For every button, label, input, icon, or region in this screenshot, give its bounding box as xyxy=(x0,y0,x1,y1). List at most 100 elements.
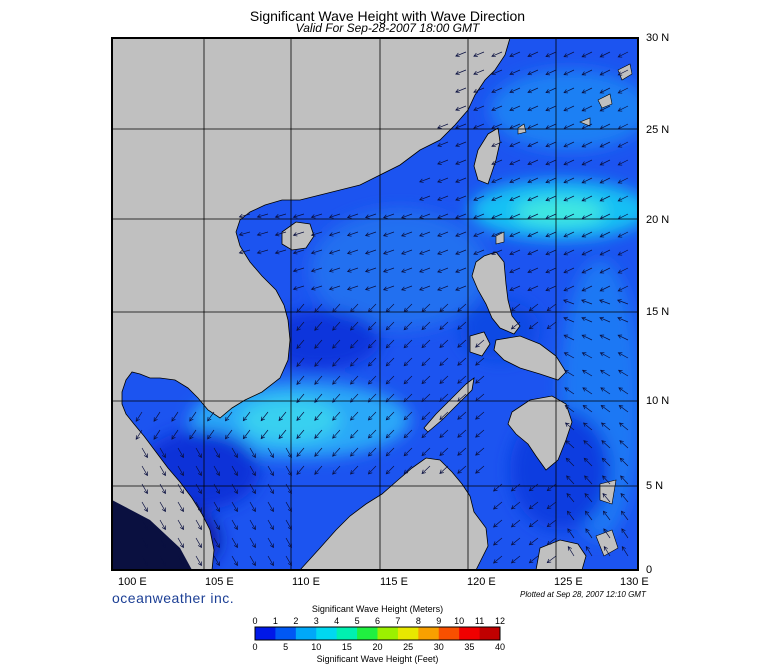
wave-arrow xyxy=(545,231,557,238)
wave-arrow xyxy=(385,303,395,313)
lat-lon-grid xyxy=(112,38,638,570)
colorbar-meter-tick: 5 xyxy=(354,616,360,626)
wave-arrow xyxy=(249,555,256,567)
wave-arrow xyxy=(213,537,220,549)
wave-arrow xyxy=(545,159,557,166)
wave-arrow xyxy=(332,321,341,331)
wave-arrow xyxy=(367,411,377,421)
wave-arrow xyxy=(213,501,220,513)
wave-arrow xyxy=(314,321,323,331)
wave-arrow xyxy=(421,375,431,385)
colorbar-feet-tick: 25 xyxy=(403,642,414,652)
wave-arrow xyxy=(603,546,611,557)
wave-arrow xyxy=(256,213,269,219)
wave-arrow xyxy=(528,519,539,528)
colorbar-swatch xyxy=(397,627,419,640)
wave-arrow xyxy=(346,249,359,255)
wave-arrow xyxy=(385,411,395,421)
wave-arrow xyxy=(581,213,593,220)
wave-arrow xyxy=(493,537,503,546)
colorbar-swatch xyxy=(316,627,338,640)
wave-arrow xyxy=(403,375,413,385)
wave-arrow xyxy=(564,422,575,431)
wave-arrow xyxy=(135,429,143,440)
wave-arrow xyxy=(528,483,539,492)
wave-arrow xyxy=(421,429,431,439)
colorbar-feet-tick: 40 xyxy=(494,642,506,652)
wave-arrow xyxy=(249,483,256,495)
wave-arrow xyxy=(328,231,341,237)
wave-arrow xyxy=(546,303,557,312)
colorbar-swatch xyxy=(275,627,297,640)
wave-arrow xyxy=(618,404,629,413)
wave-arrow xyxy=(585,546,593,557)
wave-arrow xyxy=(457,411,467,420)
wave-arrow xyxy=(439,357,449,366)
wave-arrow xyxy=(491,69,503,76)
wave-arrow xyxy=(527,69,539,76)
colorbar-meter-tick: 12 xyxy=(494,616,506,626)
lon-label-110e: 110 E xyxy=(292,576,320,588)
wave-arrow xyxy=(249,447,256,459)
wave-arrow xyxy=(473,195,485,201)
wave-arrow xyxy=(177,465,184,477)
wave-arrow xyxy=(509,285,521,292)
wave-arrow xyxy=(195,465,202,477)
wave-arrow xyxy=(385,465,395,475)
wave-arrow xyxy=(439,411,449,420)
wave-arrow xyxy=(491,123,503,130)
wave-arrow xyxy=(491,51,503,58)
wave-arrow xyxy=(403,393,413,403)
wave-arrow xyxy=(621,546,629,557)
wave-arrow xyxy=(177,483,184,495)
wave-arrow xyxy=(403,339,413,349)
wave-arrow xyxy=(509,177,521,184)
wave-arrow xyxy=(527,159,539,166)
wave-arrow xyxy=(566,492,575,503)
wave-arrow xyxy=(437,141,449,147)
colorbar-swatch xyxy=(377,627,399,640)
wave-arrow xyxy=(314,393,323,403)
wave-arrow xyxy=(421,393,431,403)
wave-arrow xyxy=(382,231,395,237)
wave-arrow xyxy=(617,195,629,202)
wave-arrow xyxy=(581,69,593,76)
wave-arrow xyxy=(385,375,395,385)
wave-arrow xyxy=(296,339,305,349)
wave-arrow xyxy=(527,141,539,148)
wave-arrow xyxy=(439,447,449,456)
wave-arrow xyxy=(510,321,521,330)
wave-arrow xyxy=(267,501,274,513)
wave-arrow xyxy=(242,411,251,422)
wave-arrow xyxy=(473,105,485,111)
wave-arrow xyxy=(617,177,629,184)
wave-arrow xyxy=(546,537,557,546)
lon-label-100e: 100 E xyxy=(118,576,147,588)
wave-arrow xyxy=(563,231,575,238)
wave-arrow xyxy=(617,123,629,130)
wave-arrow xyxy=(617,69,629,76)
wave-arrow xyxy=(207,429,215,440)
wave-arrow xyxy=(583,457,593,467)
wave-arrow xyxy=(189,429,197,440)
wave-arrow xyxy=(231,555,238,567)
wave-arrow xyxy=(364,285,377,291)
wave-arrow xyxy=(618,422,629,431)
wave-arrow xyxy=(367,465,377,475)
wave-arrow xyxy=(385,339,395,349)
wave-arrow xyxy=(437,123,449,129)
wave-arrow xyxy=(545,285,557,292)
wave-arrow xyxy=(141,447,148,459)
wave-arrow xyxy=(455,177,467,183)
wave-arrow xyxy=(475,429,485,438)
wave-arrow xyxy=(437,195,449,201)
colorbar-meter-tick: 1 xyxy=(272,616,278,626)
wave-arrow xyxy=(332,303,341,313)
wave-arrow xyxy=(274,213,287,219)
wave-arrow xyxy=(439,429,449,438)
wave-arrow xyxy=(581,267,593,274)
colorbar xyxy=(254,626,501,641)
wave-arrow xyxy=(439,339,449,348)
wave-arrow xyxy=(599,159,611,166)
colorbar-feet-tick: 15 xyxy=(341,642,352,652)
